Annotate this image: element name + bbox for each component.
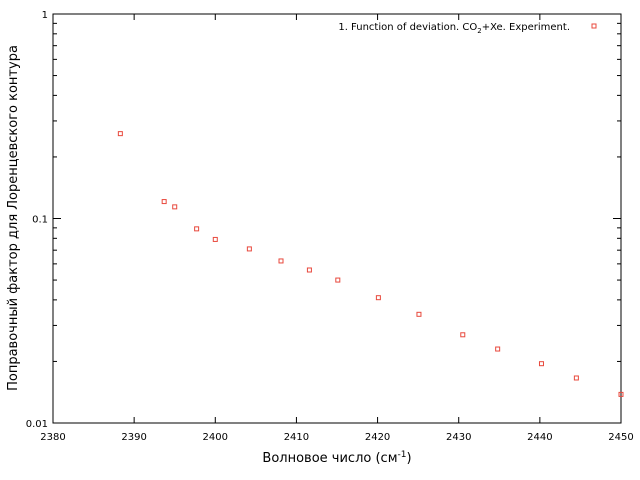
data-point — [161, 199, 167, 205]
legend-marker — [591, 23, 597, 29]
y-tick-label: 0.01 — [26, 419, 48, 430]
data-point — [212, 236, 218, 242]
x-axis-ticks: 2380 2390 2400 2410 2420 2430 2440 2450 — [40, 14, 634, 443]
data-point — [538, 361, 544, 367]
x-tick-label: 2440 — [527, 432, 552, 443]
plot-frame — [52, 13, 622, 424]
y-tick-label: 1 — [42, 10, 48, 21]
data-point — [117, 131, 123, 137]
y-axis-ticks: 0.01 0.1 1 — [26, 10, 621, 430]
legend-label: 1. Function of deviation. CO2+Xe. Experi… — [338, 22, 570, 35]
x-axis-title: Волновое число (см-1) — [262, 450, 411, 466]
x-tick-label: 2390 — [121, 432, 146, 443]
x-tick-label: 2420 — [365, 432, 390, 443]
x-tick-label: 2430 — [446, 432, 471, 443]
data-point — [335, 277, 341, 283]
y-axis-title: Поправочный фактор для Лоренцевского кон… — [6, 45, 21, 391]
x-tick-label: 2450 — [608, 432, 633, 443]
data-point — [573, 375, 579, 381]
data-point — [278, 258, 284, 264]
data-point — [495, 346, 501, 352]
data-point — [306, 267, 312, 273]
data-points — [117, 131, 624, 397]
data-point — [618, 391, 624, 397]
data-point — [460, 332, 466, 338]
data-point — [172, 204, 178, 210]
y-tick-label: 0.1 — [32, 215, 48, 226]
x-tick-label: 2410 — [284, 432, 309, 443]
legend: 1. Function of deviation. CO2+Xe. Experi… — [338, 22, 597, 35]
data-point — [375, 295, 381, 301]
data-point — [416, 311, 422, 317]
x-tick-label: 2400 — [203, 432, 228, 443]
x-tick-label: 2380 — [40, 432, 65, 443]
data-point — [246, 246, 252, 252]
data-point — [194, 226, 200, 232]
